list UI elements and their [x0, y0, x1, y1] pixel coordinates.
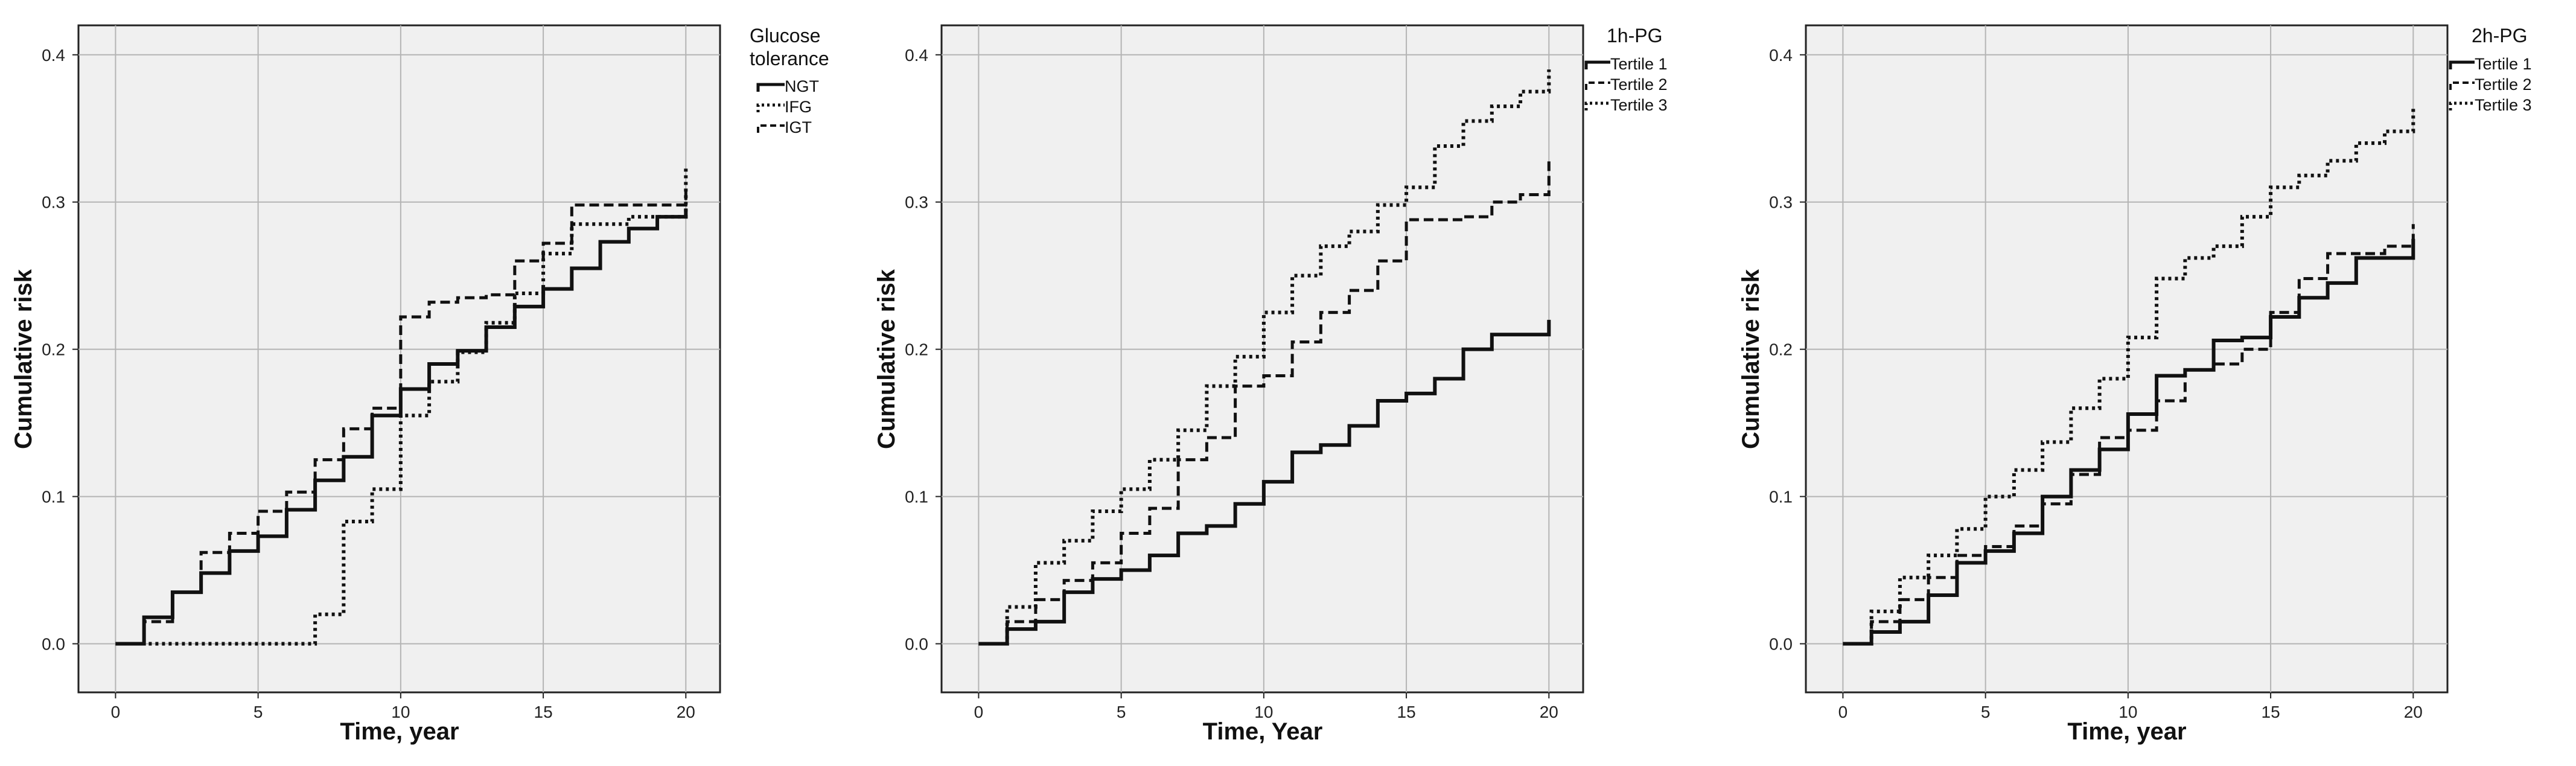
x-axis-title: Time, Year	[1203, 718, 1323, 745]
y-axis-ticks: 0.0 0.1 0.2 0.3 0.4	[1769, 46, 1806, 654]
legend-swatch-tertile-1	[2449, 60, 2475, 69]
y-tick-label: 0.2	[905, 340, 928, 359]
legend-label-tertile-1: Tertile 1	[2475, 55, 2532, 73]
y-axis-title: Cumulative risk	[1738, 269, 1764, 449]
legend-label-tertile-1: Tertile 1	[1610, 55, 1668, 73]
legend-title-line: 1h-PG	[1607, 25, 1662, 46]
legend: Glucose tolerance NGT IFG IGT	[750, 25, 829, 136]
legend-swatch-igt	[757, 124, 785, 133]
series-line-tertile-3	[1843, 106, 2415, 646]
legend-swatch-ifg	[756, 103, 785, 112]
y-tick-label: 0.1	[905, 488, 928, 506]
legend-label-tertile-2: Tertile 2	[2475, 75, 2532, 94]
y-tick-label: 0.4	[905, 46, 928, 65]
legend-label-ifg: IFG	[785, 98, 812, 116]
x-tick-label: 20	[1540, 703, 1558, 721]
y-tick-label: 0.3	[1769, 193, 1793, 212]
y-tick-label: 0.3	[42, 193, 65, 212]
legend-swatch-tertile-1	[1584, 60, 1610, 69]
x-axis-title: Time, year	[340, 718, 459, 745]
x-tick-label: 15	[534, 703, 553, 721]
plot-area	[940, 24, 1584, 694]
chart-2h-pg: 0 5 10 15 20 0.0 0.1 0.2 0.3 0.4 Time, y…	[1738, 24, 2532, 745]
legend: 2h-PG Tertile 1 Tertile 2 Tertile 3	[2449, 25, 2532, 114]
x-axis-title: Time, year	[2067, 718, 2186, 745]
x-axis-ticks: 0 5 10 15 20	[111, 692, 695, 721]
legend-label-igt: IGT	[785, 118, 812, 136]
series-line-tertile-2	[1843, 224, 2415, 645]
y-tick-label: 0.2	[1769, 340, 1793, 359]
chart-1h-pg: 0 5 10 15 20 0.0 0.1 0.2 0.3 0.4 Time, Y…	[873, 24, 1668, 745]
legend-label-tertile-3: Tertile 3	[2475, 96, 2532, 114]
legend-swatch-ngt	[756, 83, 785, 92]
x-tick-label: 5	[253, 703, 263, 721]
legend-title-line: Glucose	[750, 25, 820, 46]
legend-swatch-tertile-3	[1584, 101, 1610, 110]
series-lines	[1843, 106, 2415, 646]
series-lines	[115, 165, 688, 646]
y-axis-title: Cumulative risk	[873, 269, 900, 449]
legend-swatch-tertile-3	[2449, 101, 2475, 110]
y-axis-ticks: 0.0 0.1 0.2 0.3 0.4	[905, 46, 942, 654]
x-tick-label: 10	[2119, 703, 2137, 721]
y-tick-label: 0.0	[1769, 635, 1793, 654]
y-tick-label: 0.1	[42, 488, 65, 506]
legend-title-line: tolerance	[750, 48, 829, 69]
x-tick-label: 10	[1254, 703, 1273, 721]
y-tick-label: 0.1	[1769, 488, 1793, 506]
x-axis-ticks: 0 5 10 15 20	[974, 692, 1558, 721]
legend-swatch-tertile-2	[1585, 81, 1610, 90]
x-tick-label: 5	[1117, 703, 1126, 721]
legend-swatch-tertile-2	[2449, 81, 2475, 90]
y-tick-label: 0.0	[42, 635, 65, 654]
grid-lines	[1806, 25, 2447, 692]
grid-lines	[78, 25, 720, 692]
x-tick-label: 5	[1981, 703, 1991, 721]
series-line-tertile-1	[978, 319, 1551, 646]
legend-label-ngt: NGT	[785, 77, 819, 95]
y-tick-label: 0.2	[42, 340, 65, 359]
y-axis-ticks: 0.0 0.1 0.2 0.3 0.4	[42, 46, 78, 654]
legend: 1h-PG Tertile 1 Tertile 2 Tertile 3	[1584, 25, 1668, 114]
series-line-tertile-3	[978, 69, 1551, 646]
y-tick-label: 0.4	[1769, 46, 1793, 65]
y-tick-label: 0.4	[42, 46, 65, 65]
x-tick-label: 10	[391, 703, 410, 721]
x-tick-label: 20	[2404, 703, 2423, 721]
legend-label-tertile-3: Tertile 3	[1610, 96, 1668, 114]
legend-label-tertile-2: Tertile 2	[1610, 75, 1668, 94]
series-line-ifg	[115, 165, 688, 646]
series-line-tertile-2	[978, 158, 1551, 645]
x-tick-label: 15	[1397, 703, 1416, 721]
y-tick-label: 0.3	[905, 193, 928, 212]
y-axis-title: Cumulative risk	[10, 269, 37, 449]
x-tick-label: 20	[677, 703, 695, 721]
x-axis-ticks: 0 5 10 15 20	[1838, 692, 2423, 721]
x-tick-label: 0	[974, 703, 984, 721]
y-tick-label: 0.0	[905, 635, 928, 654]
series-lines	[978, 69, 1551, 646]
legend-title-line: 2h-PG	[2472, 25, 2527, 46]
x-tick-label: 0	[1838, 703, 1848, 721]
x-tick-label: 0	[111, 703, 121, 721]
plot-area	[1805, 24, 2449, 694]
chart-glucose-tolerance: 0 5 10 15 20 0.0 0.1 0.2 0.3 0.4 Time, y…	[10, 24, 829, 745]
x-tick-label: 15	[2262, 703, 2280, 721]
